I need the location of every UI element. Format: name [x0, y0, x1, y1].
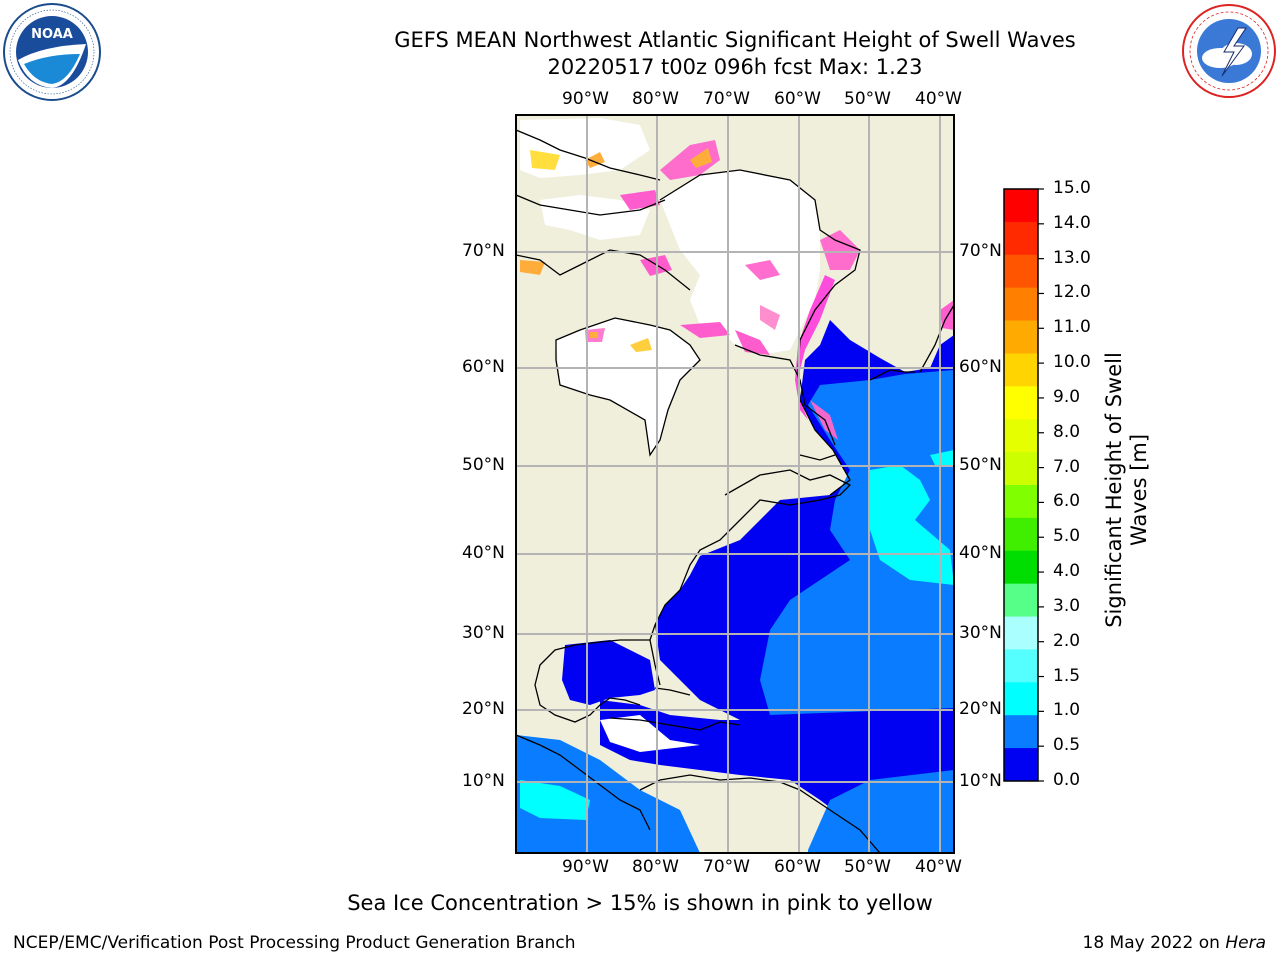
footer-date: 18 May 2022 on Hera	[1083, 933, 1267, 953]
lat-label-right: 70°N	[959, 241, 1002, 261]
colorbar-segment	[1004, 254, 1038, 289]
map-subtitle: 20220517 t00z 096h fcst Max: 1.23	[547, 55, 923, 79]
lat-label-left: 30°N	[462, 623, 505, 643]
colorbar-tick-label: 7.0	[1053, 456, 1081, 477]
colorbar-tick-label: 10.0	[1053, 352, 1091, 373]
colorbar-tick-label: 5.0	[1053, 526, 1081, 547]
footer-host: Hera	[1225, 933, 1266, 953]
colorbar-tick-label: 13.0	[1053, 247, 1091, 268]
colorbar-segment	[1004, 189, 1038, 223]
colorbar-segment	[1004, 682, 1038, 716]
footer-date-text: 18 May 2022 on	[1082, 933, 1226, 953]
colorbar-segment	[1004, 748, 1038, 782]
lon-label-top: 40°W	[915, 89, 962, 109]
colorbar-segment	[1004, 485, 1038, 519]
lon-label-top: 90°W	[562, 89, 609, 109]
colorbar-segment	[1004, 517, 1038, 552]
lon-label-bottom: 50°W	[844, 857, 891, 877]
colorbar-segment	[1004, 550, 1038, 585]
pacific-swell-high	[520, 780, 590, 820]
lat-label-right: 50°N	[959, 455, 1002, 475]
colorbar-segment	[1004, 353, 1038, 387]
graticule	[516, 115, 954, 853]
lat-label-right: 60°N	[959, 357, 1002, 377]
lon-label-top: 70°W	[703, 89, 750, 109]
colorbar-segment	[1004, 419, 1038, 453]
hudson-bay	[556, 318, 700, 455]
lon-label-top: 60°W	[774, 89, 821, 109]
colorbar	[1003, 188, 1044, 782]
colorbar-tick-label: 3.0	[1053, 595, 1081, 616]
colorbar-segment	[1004, 287, 1038, 322]
lat-label-left: 60°N	[462, 357, 505, 377]
coastlines	[516, 129, 954, 853]
lat-label-right: 10°N	[959, 771, 1002, 791]
lon-label-bottom: 60°W	[774, 857, 821, 877]
colorbar-tick-label: 14.0	[1053, 212, 1091, 233]
colorbar-segment	[1004, 715, 1038, 749]
colorbar-segment	[1004, 386, 1038, 420]
footer-credit: NCEP/EMC/Verification Post Processing Pr…	[13, 933, 576, 953]
lat-label-left: 10°N	[462, 771, 505, 791]
gulf-of-mexico	[562, 640, 655, 705]
colorbar-tick-label: 6.0	[1053, 491, 1081, 512]
lon-label-top: 80°W	[632, 89, 679, 109]
pacific-ocean	[516, 735, 700, 853]
colorbar-frame	[1003, 188, 1039, 782]
map-title: GEFS MEAN Northwest Atlantic Significant…	[394, 28, 1076, 52]
map-frame	[515, 114, 955, 854]
colorbar-segment	[1004, 583, 1038, 618]
lat-label-right: 20°N	[959, 699, 1002, 719]
lon-label-bottom: 70°W	[703, 857, 750, 877]
atlantic-swell-mid	[760, 370, 954, 715]
baffin-bay	[660, 170, 820, 355]
lat-label-right: 40°N	[959, 543, 1002, 563]
colorbar-tick-label: 0.5	[1053, 735, 1081, 756]
colorbar-segment	[1004, 452, 1038, 486]
lat-label-right: 30°N	[959, 623, 1002, 643]
lat-label-left: 40°N	[462, 543, 505, 563]
sea-ice-note: Sea Ice Concentration > 15% is shown in …	[347, 891, 933, 915]
noaa-logo-text: NOAA	[31, 27, 73, 42]
caribbean-sea	[600, 700, 800, 780]
colorbar-label: Significant Height of Swell Waves [m]	[1072, 352, 1182, 628]
colorbar-segment	[1004, 320, 1038, 354]
colorbar-label-line2: Waves [m]	[1127, 433, 1151, 547]
colorbar-tick-label: 9.0	[1053, 386, 1081, 407]
colorbar-segment	[1004, 649, 1038, 683]
colorbar-segment	[1004, 616, 1038, 650]
colorbar-tick-label: 4.0	[1053, 561, 1081, 582]
colorbar-tick-label: 2.0	[1053, 630, 1081, 651]
colorbar-label-line1: Significant Height of Swell	[1102, 352, 1126, 628]
colorbar-tick-label: 8.0	[1053, 421, 1081, 442]
colorbar-tick-label: 15.0	[1053, 178, 1091, 198]
lat-label-left: 20°N	[462, 699, 505, 719]
lon-label-bottom: 40°W	[915, 857, 962, 877]
lat-label-left: 50°N	[462, 455, 505, 475]
lon-label-bottom: 90°W	[562, 857, 609, 877]
noaa-logo: NOAA	[3, 3, 101, 101]
nws-logo	[1182, 4, 1276, 98]
colorbar-tick-label: 1.0	[1053, 700, 1081, 721]
colorbar-tick-label: 11.0	[1053, 317, 1091, 338]
colorbar-tick-label: 1.5	[1053, 665, 1081, 686]
colorbar-tick-label: 12.0	[1053, 282, 1091, 303]
lon-label-top: 50°W	[844, 89, 891, 109]
lon-label-bottom: 80°W	[632, 857, 679, 877]
sea-ice	[520, 140, 954, 440]
colorbar-tick-label: 0.0	[1053, 770, 1081, 790]
colorbar-segment	[1004, 221, 1038, 256]
lat-label-left: 70°N	[462, 241, 505, 261]
